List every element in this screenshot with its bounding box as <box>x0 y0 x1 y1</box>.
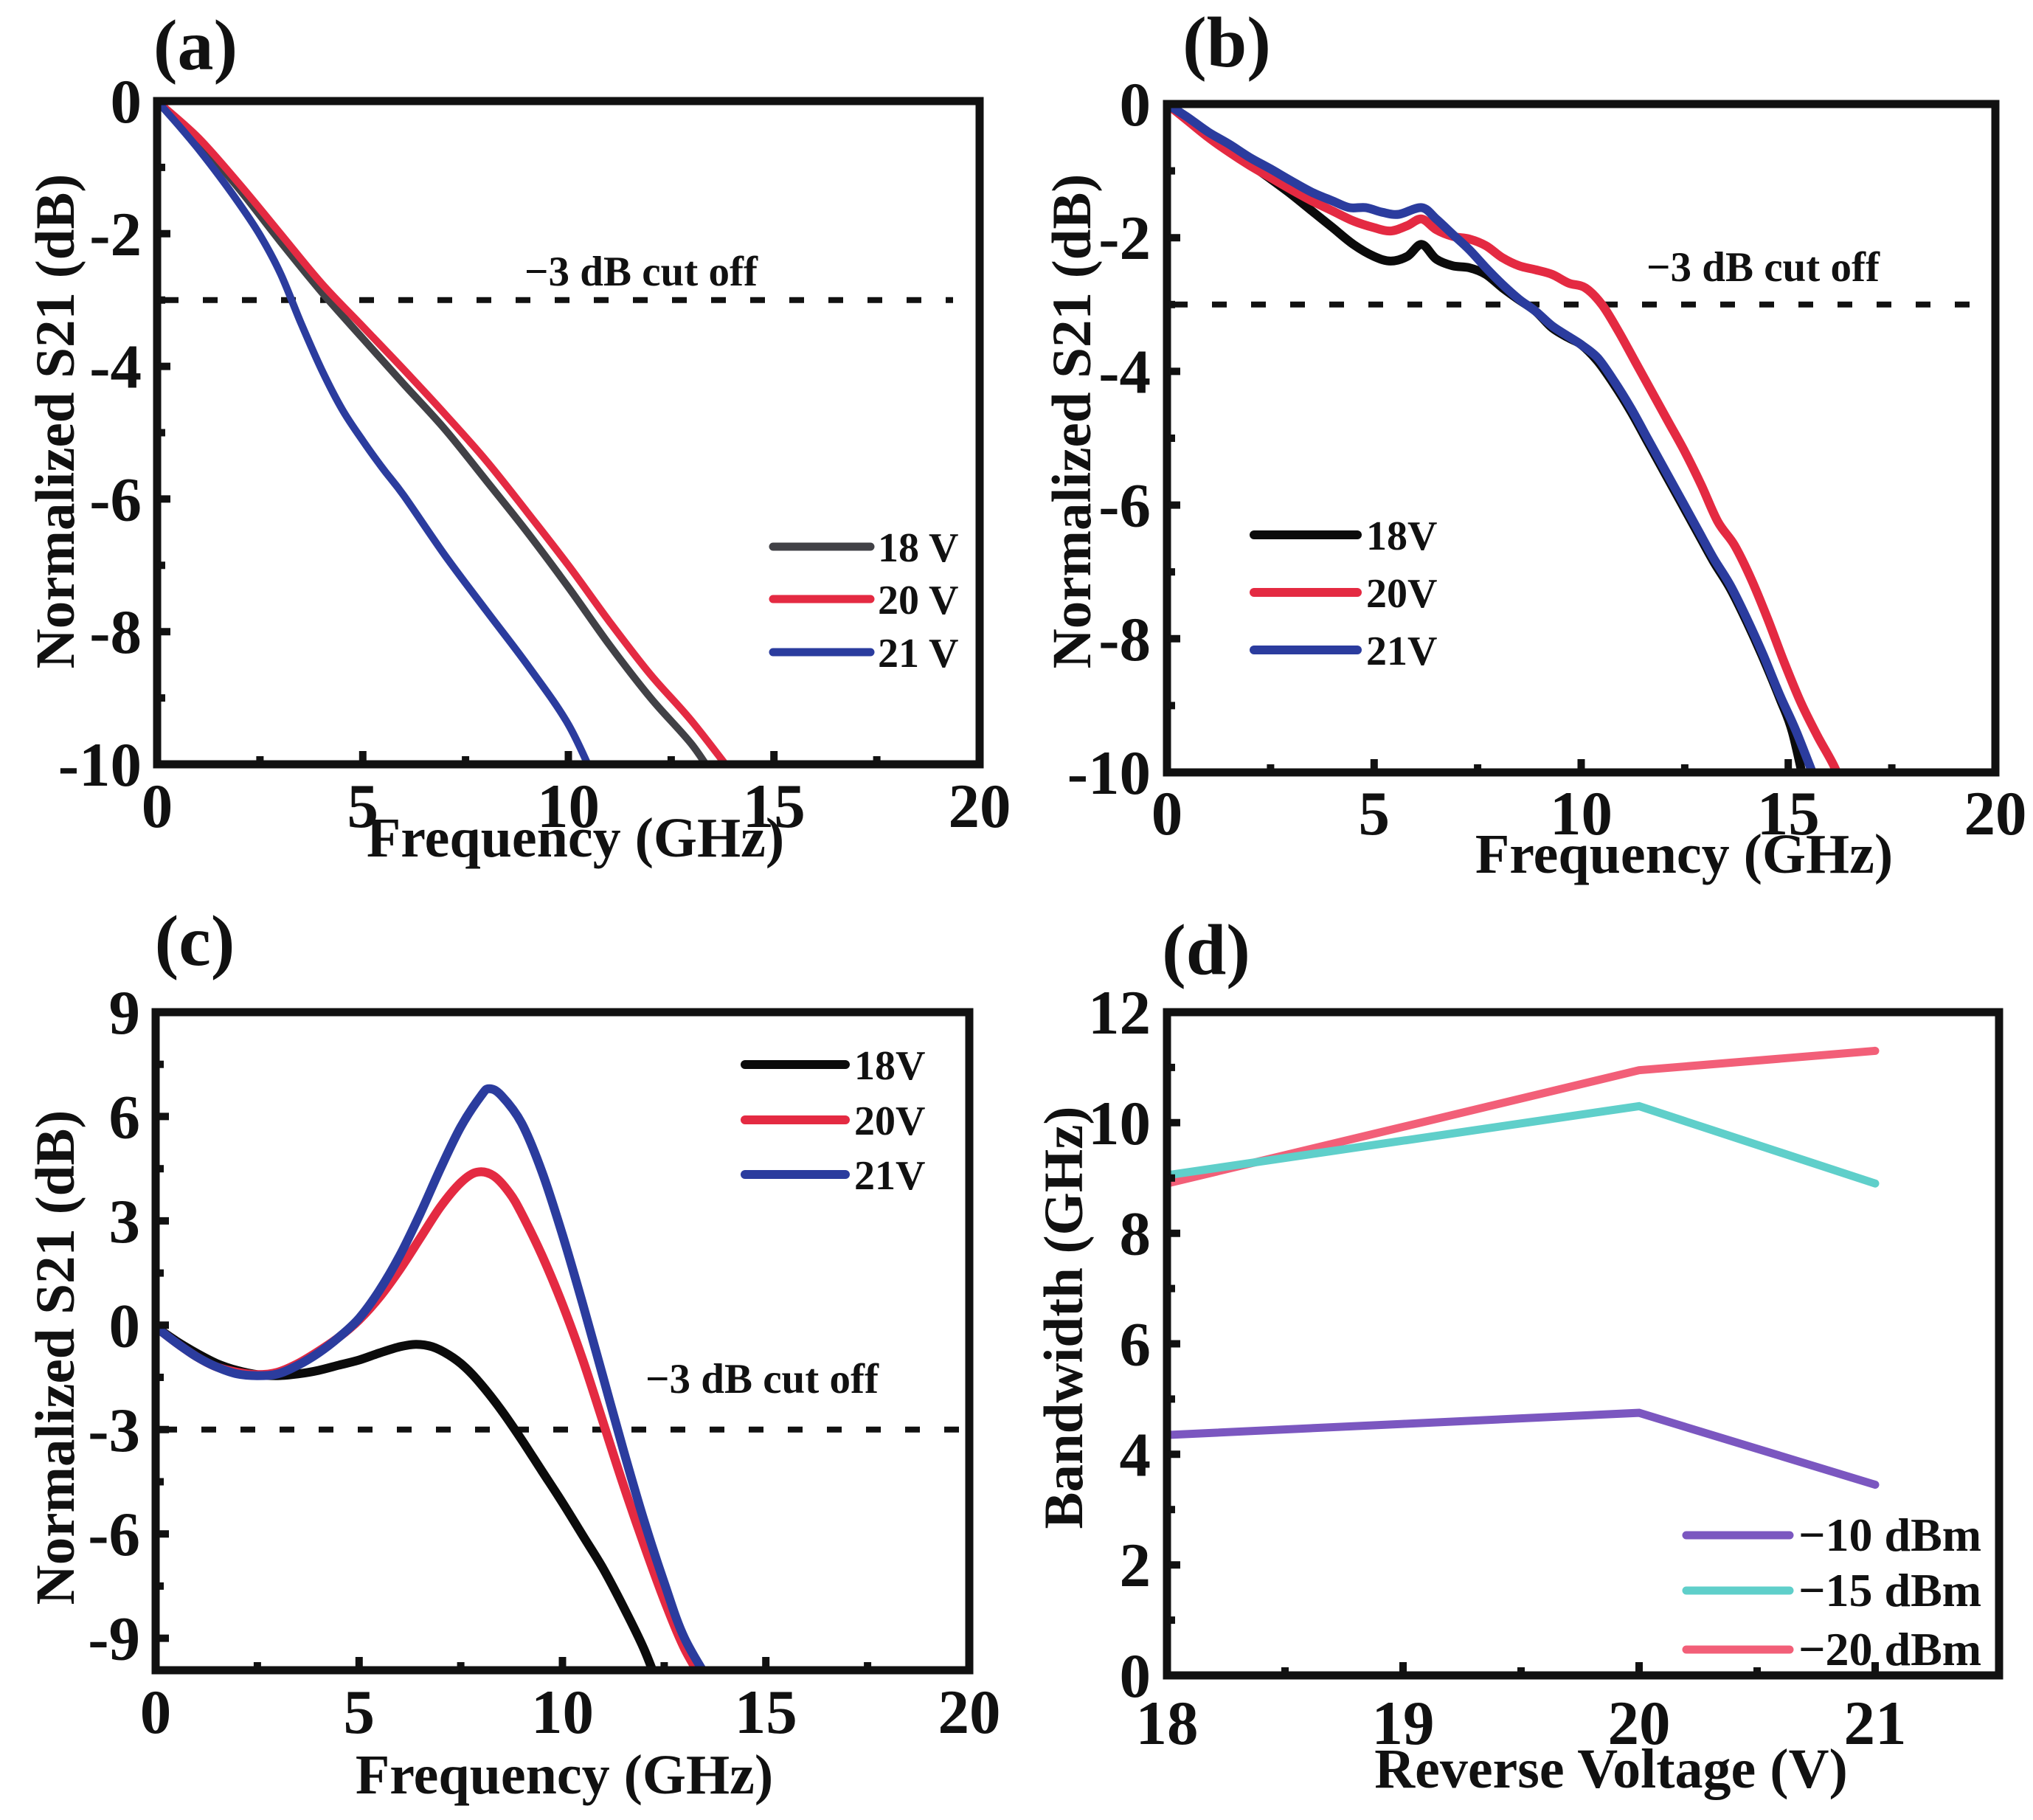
svg-text:12: 12 <box>1088 978 1151 1048</box>
svg-text:Reverse Voltage (V): Reverse Voltage (V) <box>1374 1738 1848 1800</box>
svg-text:Bandwidth (GHz): Bandwidth (GHz) <box>1033 1106 1095 1529</box>
svg-text:20V: 20V <box>854 1098 925 1144</box>
svg-text:20V: 20V <box>1366 571 1437 617</box>
svg-text:18V: 18V <box>1366 513 1437 559</box>
svg-text:Frequency (GHz): Frequency (GHz) <box>356 1744 773 1806</box>
svg-text:15: 15 <box>743 772 806 841</box>
svg-text:-6: -6 <box>88 1500 140 1569</box>
svg-text:15: 15 <box>735 1678 797 1747</box>
svg-text:6: 6 <box>1120 1310 1151 1380</box>
svg-text:18: 18 <box>1136 1689 1199 1758</box>
svg-text:-8: -8 <box>1098 605 1151 674</box>
svg-text:-4: -4 <box>1098 337 1151 406</box>
svg-text:-4: -4 <box>89 333 142 402</box>
svg-text:20: 20 <box>1608 1689 1671 1758</box>
svg-text:-2: -2 <box>89 200 142 269</box>
svg-text:0: 0 <box>1120 70 1151 139</box>
svg-text:10: 10 <box>531 1678 594 1747</box>
svg-text:Frequency (GHz): Frequency (GHz) <box>1475 823 1893 885</box>
svg-text:0: 0 <box>109 1291 141 1360</box>
svg-text:8: 8 <box>1120 1200 1151 1269</box>
svg-text:20: 20 <box>938 1678 1001 1747</box>
svg-text:0: 0 <box>140 1678 172 1747</box>
svg-text:6: 6 <box>109 1082 141 1152</box>
svg-text:10: 10 <box>537 772 600 841</box>
svg-text:-10: -10 <box>58 730 142 800</box>
svg-text:18 V: 18 V <box>878 525 958 571</box>
svg-text:10: 10 <box>1088 1089 1151 1158</box>
svg-text:5: 5 <box>1359 779 1390 848</box>
svg-text:−3 dB cut off: −3 dB cut off <box>524 249 758 295</box>
svg-text:0: 0 <box>1151 779 1183 848</box>
svg-text:15: 15 <box>1757 779 1820 848</box>
svg-text:20: 20 <box>949 772 1011 841</box>
svg-text:0: 0 <box>1120 1641 1151 1711</box>
svg-text:10: 10 <box>1550 779 1613 848</box>
svg-text:9: 9 <box>109 978 141 1048</box>
svg-text:−3 dB cut off: −3 dB cut off <box>645 1356 879 1402</box>
svg-text:-10: -10 <box>1067 738 1151 808</box>
svg-text:18V: 18V <box>854 1043 925 1089</box>
svg-text:5: 5 <box>344 1678 375 1747</box>
svg-text:(a): (a) <box>153 6 238 86</box>
svg-text:Normalized S21 (dB): Normalized S21 (dB) <box>1042 174 1103 669</box>
svg-text:21V: 21V <box>1366 629 1437 674</box>
svg-text:5: 5 <box>347 772 379 841</box>
svg-text:-9: -9 <box>88 1605 140 1674</box>
svg-text:19: 19 <box>1372 1689 1435 1758</box>
svg-text:2: 2 <box>1120 1531 1151 1600</box>
svg-text:(c): (c) <box>155 902 235 981</box>
svg-text:-8: -8 <box>89 598 142 667</box>
svg-text:−3 dB cut off: −3 dB cut off <box>1646 244 1880 291</box>
svg-text:0: 0 <box>111 67 142 136</box>
svg-text:-6: -6 <box>89 465 142 534</box>
svg-text:20: 20 <box>1964 779 2027 848</box>
svg-text:Frequency (GHz): Frequency (GHz) <box>367 807 784 869</box>
svg-text:-2: -2 <box>1098 204 1151 273</box>
svg-text:21: 21 <box>1844 1689 1907 1758</box>
svg-text:−20 dBm: −20 dBm <box>1798 1623 1981 1675</box>
svg-text:3: 3 <box>109 1187 141 1256</box>
svg-text:21 V: 21 V <box>878 631 958 677</box>
svg-text:-6: -6 <box>1098 471 1151 541</box>
svg-text:4: 4 <box>1120 1420 1151 1489</box>
svg-text:-3: -3 <box>88 1396 140 1465</box>
svg-text:(d): (d) <box>1162 910 1250 990</box>
svg-text:−10 dBm: −10 dBm <box>1798 1509 1981 1561</box>
svg-text:Normalized S21 (dB): Normalized S21 (dB) <box>25 1110 86 1605</box>
svg-text:21V: 21V <box>854 1153 925 1199</box>
svg-text:Normalized S21 (dB): Normalized S21 (dB) <box>25 174 86 669</box>
svg-text:0: 0 <box>142 772 173 841</box>
svg-text:(b): (b) <box>1182 3 1271 83</box>
svg-text:20 V: 20 V <box>878 578 958 623</box>
svg-text:−15 dBm: −15 dBm <box>1798 1564 1981 1616</box>
